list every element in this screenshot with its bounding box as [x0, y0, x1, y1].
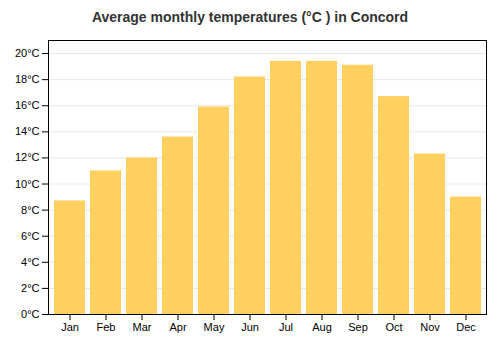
- svg-text:Sep: Sep: [348, 321, 368, 333]
- svg-text:Jan: Jan: [61, 321, 79, 333]
- svg-text:8°C: 8°C: [21, 204, 40, 216]
- svg-text:4°C: 4°C: [21, 256, 40, 268]
- svg-text:18°C: 18°C: [15, 73, 40, 85]
- svg-text:12°C: 12°C: [15, 151, 40, 163]
- svg-text:Apr: Apr: [169, 321, 186, 333]
- html-text:Average monthly temperatures (: Average monthly temperatures (°C ) in Co…: [91, 9, 409, 25]
- svg-text:14°C: 14°C: [15, 125, 40, 137]
- svg-text:Feb: Feb: [97, 321, 116, 333]
- svg-text:10°C: 10°C: [15, 178, 40, 190]
- svg-text:Oct: Oct: [385, 321, 402, 333]
- svg-text:16°C: 16°C: [15, 99, 40, 111]
- svg-text:Jun: Jun: [241, 321, 259, 333]
- svg-text:Mar: Mar: [133, 321, 152, 333]
- svg-text:2°C: 2°C: [21, 282, 40, 294]
- svg-text:Dec: Dec: [456, 321, 476, 333]
- svg-text:20°C: 20°C: [15, 47, 40, 59]
- svg-text:0°C: 0°C: [21, 308, 40, 320]
- svg-text:Aug: Aug: [312, 321, 332, 333]
- svg-text:Nov: Nov: [420, 321, 440, 333]
- svg-text:Jul: Jul: [279, 321, 293, 333]
- svg-text:May: May: [204, 321, 225, 333]
- svg-text:6°C: 6°C: [21, 230, 40, 242]
